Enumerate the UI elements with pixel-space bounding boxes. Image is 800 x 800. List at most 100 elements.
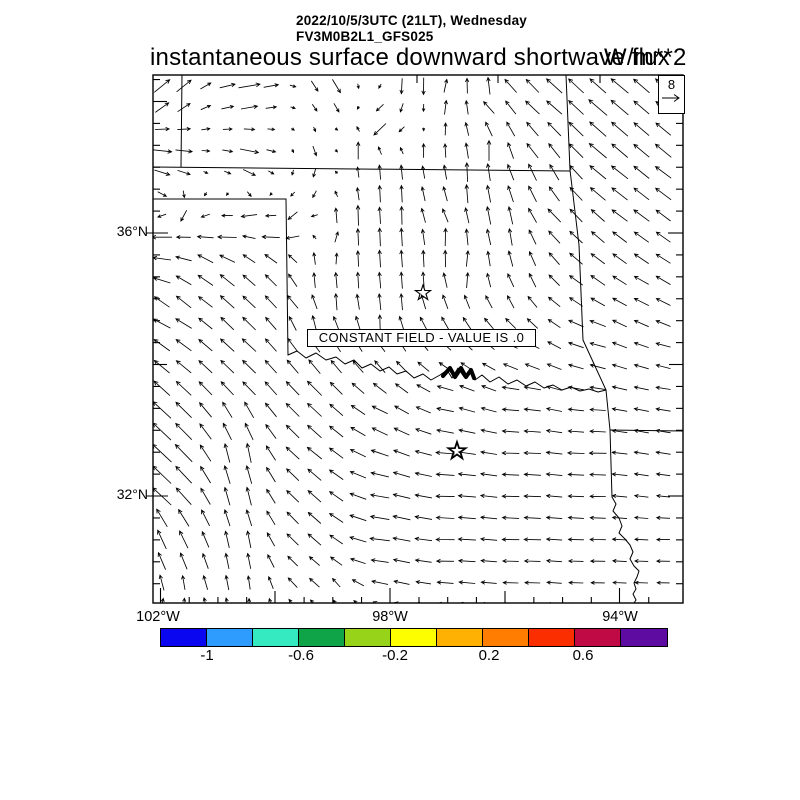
wind-arrow [153,276,171,284]
wind-arrow [485,184,492,203]
wind-arrow [589,319,606,327]
wind-arrow [377,227,382,247]
wind-arrow [524,363,540,370]
wind-arrow [589,363,606,370]
wind-arrow [634,559,649,564]
wind-arrow [610,165,629,180]
wind-arrow [610,99,629,116]
wind-arrow [464,228,469,246]
wind-arrow [523,450,542,456]
wind-arrow [265,316,277,330]
model-run-label: FV3M0B2L1_GFS025 [296,29,434,44]
wind-arrow [153,422,172,441]
wind-arrow [654,143,672,158]
wind-arrow [153,338,171,352]
wind-arrow [483,317,494,330]
wind-arrow [442,294,449,310]
wind-arrow [329,556,343,566]
border-kansas-missouri [565,74,571,171]
wind-arrow [507,163,515,181]
wind-arrow [157,551,166,570]
wind-arrow [157,529,167,550]
wind-arrow [200,487,211,505]
wind-arrow [655,537,670,542]
wind-vector-field [153,76,672,603]
wind-arrow [287,555,299,567]
wind-arrow [588,99,608,116]
wind-arrow [392,514,411,521]
wind-arrow [371,579,389,585]
wind-arrow [612,253,627,265]
wind-arrow [330,359,342,374]
wind-arrow [349,492,367,500]
wind-arrow [175,275,192,286]
wind-arrow [245,442,252,463]
wind-arrow [334,170,339,175]
wind-arrow [421,103,426,113]
wind-arrow [243,169,257,176]
wind-arrow [291,169,295,176]
wind-arrow [328,425,344,438]
wind-arrow [414,493,432,499]
wind-arrow [634,537,649,542]
wind-arrow [223,464,231,484]
wind-arrow [567,472,585,477]
wind-arrow [415,580,432,585]
wind-arrow [435,472,455,477]
wind-arrow [506,121,516,137]
wind-arrow [611,537,628,542]
wind-arrow [370,558,389,563]
wind-arrow [632,78,650,94]
wind-arrow [507,273,515,288]
colorbar-segment [161,629,207,646]
wind-arrow [398,315,405,331]
wind-arrow [545,78,563,94]
star-marker [413,283,433,301]
colorbar [160,628,668,647]
wind-arrow [421,165,426,179]
wind-arrow [394,383,409,394]
wind-arrow [287,577,298,588]
border-kansas-south-37N [152,166,571,172]
wind-arrow [261,234,280,240]
wind-arrow [201,149,211,153]
wind-arrow [392,493,411,499]
wind-arrow [523,537,542,542]
wind-arrow [200,213,210,218]
wind-arrow [311,294,318,310]
wind-arrow [479,472,498,477]
colorbar-segment [391,629,437,646]
wind-arrow [547,318,561,329]
wind-arrow [480,384,497,392]
colorbar-segment [575,629,621,646]
border-sabine-river [611,496,640,604]
wind-arrow [198,402,212,418]
wind-arrow [393,405,410,415]
wind-arrow [268,597,273,603]
wind-arrow [441,208,449,223]
constant-field-annotation: CONSTANT FIELD - VALUE IS .0 [307,329,536,347]
wind-arrow [611,187,628,201]
wind-arrow [265,445,276,461]
wind-arrow [399,227,404,247]
wind-arrow [480,450,498,455]
wind-arrow [443,227,448,247]
wind-arrow [633,143,650,158]
wind-arrow [369,536,390,542]
wind-arrow [507,250,514,267]
wind-arrow [224,552,230,569]
wind-arrow [199,423,212,440]
wind-arrow [634,580,649,585]
wind-arrow [525,78,540,93]
wind-arrow [198,381,213,396]
state-borders [152,74,684,604]
wind-arrow [392,558,410,564]
wind-arrow [393,427,410,436]
wind-arrow [486,272,492,288]
wind-arrow [548,186,560,202]
wind-arrow [546,363,562,370]
wind-arrow [263,83,280,88]
wind-arrow [421,127,426,132]
wind-arrow [611,319,627,328]
wind-arrow [356,83,360,90]
